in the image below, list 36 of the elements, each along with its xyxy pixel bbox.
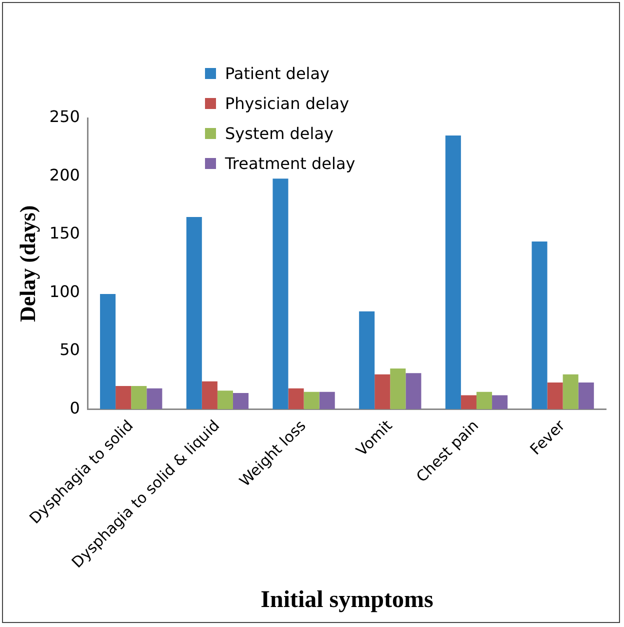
- legend-label: Physician delay: [225, 94, 350, 112]
- bar: [288, 388, 304, 410]
- legend-label: System delay: [225, 124, 334, 142]
- legend-label: Treatment delay: [225, 154, 356, 172]
- bar: [131, 386, 147, 410]
- bar: [547, 382, 563, 410]
- bar: [232, 392, 249, 410]
- y-tick-label: 0: [70, 398, 80, 418]
- bar: [146, 388, 162, 410]
- x-axis-title: Initial symptoms: [260, 586, 434, 613]
- bar: [460, 395, 476, 410]
- bar: [390, 368, 406, 410]
- y-tick-label: 250: [49, 107, 80, 126]
- y-tick-label: 200: [49, 165, 80, 184]
- bar: [319, 392, 335, 410]
- bar: [116, 386, 132, 410]
- y-tick-label: 100: [49, 282, 80, 301]
- bar: [562, 374, 578, 410]
- bar: [492, 395, 508, 410]
- y-axis-title: Delay (days): [14, 205, 40, 322]
- bar: [578, 382, 594, 410]
- bar: [476, 392, 492, 410]
- legend-label: Patient delay: [225, 64, 330, 82]
- bar: [532, 242, 548, 410]
- bar: [186, 217, 202, 410]
- bar: [359, 311, 375, 410]
- bar: [445, 135, 461, 410]
- bar: [304, 392, 320, 410]
- bar: [202, 381, 218, 410]
- bar: [406, 373, 422, 410]
- bar: [217, 390, 233, 410]
- bar: [272, 178, 288, 410]
- y-tick-label: 150: [49, 224, 80, 243]
- bar: [374, 374, 390, 410]
- y-tick-label: 50: [60, 340, 80, 360]
- bar: [100, 294, 116, 410]
